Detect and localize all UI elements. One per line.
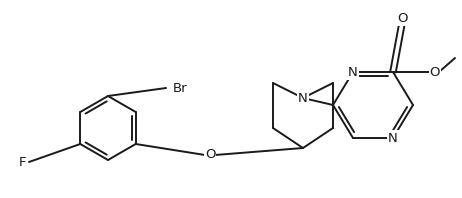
Text: O: O: [430, 66, 440, 78]
Text: O: O: [205, 148, 215, 162]
Text: Br: Br: [173, 82, 187, 94]
Text: N: N: [388, 131, 398, 145]
Text: N: N: [298, 91, 308, 105]
Text: O: O: [398, 11, 408, 25]
Text: N: N: [348, 66, 358, 78]
Text: F: F: [18, 155, 26, 168]
